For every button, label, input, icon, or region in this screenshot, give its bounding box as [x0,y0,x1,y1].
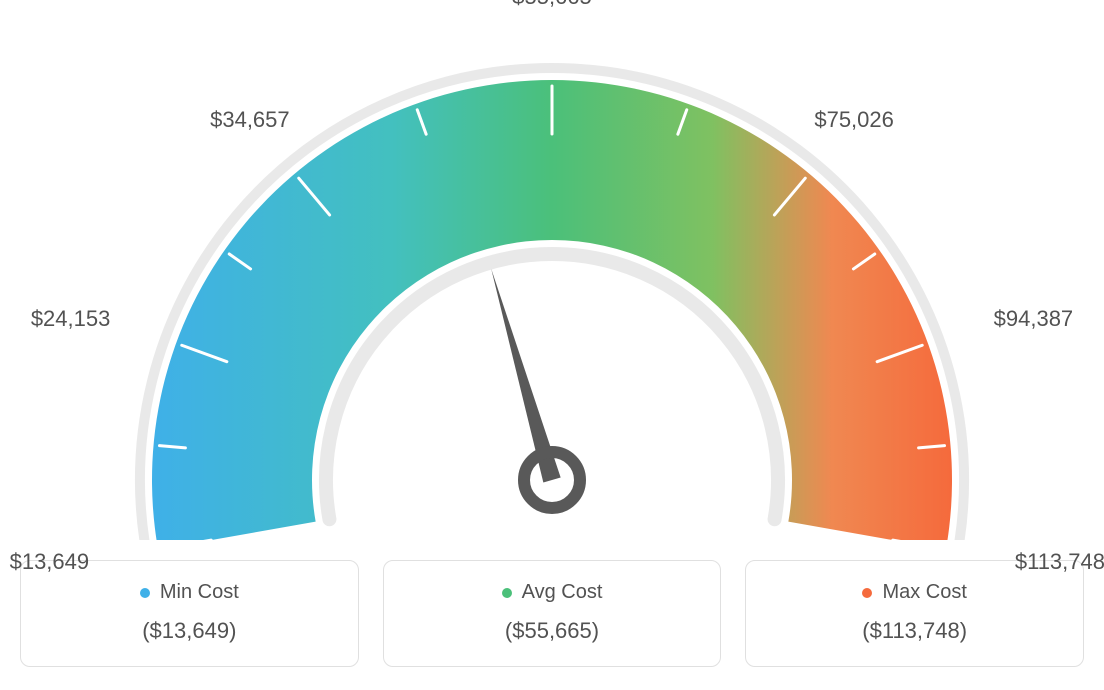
legend-title-avg: Avg Cost [502,581,603,604]
legend-value-max: ($113,748) [756,618,1073,644]
gauge-svg [20,20,1084,540]
legend-row: Min Cost ($13,649) Avg Cost ($55,665) Ma… [20,560,1084,667]
legend-dot-min [140,588,150,598]
legend-card-min: Min Cost ($13,649) [20,560,359,667]
gauge-tick-label: $113,748 [1015,549,1104,575]
legend-value-avg: ($55,665) [394,618,711,644]
chart-wrap: $13,649$24,153$34,657$55,665$75,026$94,3… [20,20,1084,667]
gauge-tick-label: $55,665 [512,0,592,10]
gauge-tick-label: $75,026 [814,107,894,133]
gauge-chart: $13,649$24,153$34,657$55,665$75,026$94,3… [20,20,1084,540]
gauge-tick-label: $34,657 [210,107,290,133]
legend-card-avg: Avg Cost ($55,665) [383,560,722,667]
legend-value-min: ($13,649) [31,618,348,644]
legend-label-avg: Avg Cost [522,581,603,604]
gauge-tick-label: $24,153 [31,306,111,332]
legend-card-max: Max Cost ($113,748) [745,560,1084,667]
legend-dot-avg [502,588,512,598]
gauge-tick-label: $13,649 [10,549,90,575]
legend-title-min: Min Cost [140,581,239,604]
gauge-tick-label: $94,387 [994,306,1074,332]
legend-label-max: Max Cost [882,581,966,604]
legend-dot-max [862,588,872,598]
legend-label-min: Min Cost [160,581,239,604]
legend-title-max: Max Cost [862,581,966,604]
